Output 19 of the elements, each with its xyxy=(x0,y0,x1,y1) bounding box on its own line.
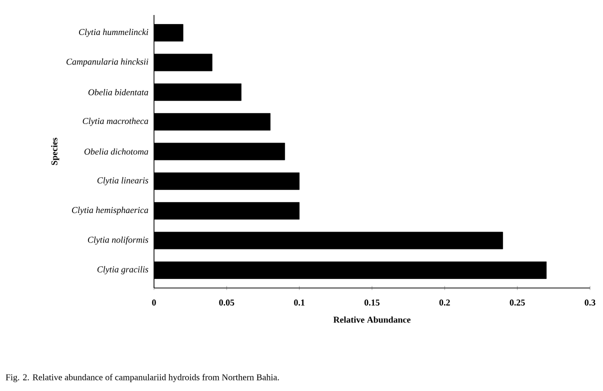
x-axis-title: Relative Abundance xyxy=(333,316,410,323)
x-tick-label: 0.3 xyxy=(584,300,596,306)
y-tick-label: Clytia hummelincki xyxy=(79,28,148,37)
x-tick-label: 0.15 xyxy=(364,300,380,306)
y-tick-label: Clytia macrotheca xyxy=(82,118,148,126)
y-axis-title: Species xyxy=(51,138,60,165)
x-tick-label: 0.1 xyxy=(294,300,304,306)
y-tick-label: Clytia gracilis xyxy=(97,266,148,274)
x-tick-label: 0.25 xyxy=(510,300,525,306)
y-tick-label: Clytia noliformis xyxy=(88,236,148,245)
y-tick-label: Campanularia hincksii xyxy=(66,58,148,67)
y-tick-label: Clytia hemisphaerica xyxy=(72,206,148,215)
y-tick-label: Clytia linearis xyxy=(97,177,148,186)
y-tick-label: Obelia dichotoma xyxy=(84,148,148,155)
y-tick-label: Obelia bidentata xyxy=(88,88,148,96)
x-tick-label: 0.2 xyxy=(439,300,450,306)
caption: Fig. 2. Relative abundance of campanulariid hydroids from Northern Bahia. xyxy=(6,374,279,382)
x-tick-label: 0 xyxy=(152,300,156,306)
x-tick-label: 0.05 xyxy=(219,300,234,306)
